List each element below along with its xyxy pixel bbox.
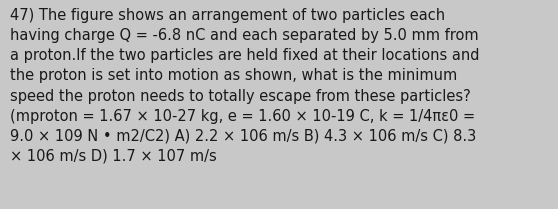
Text: 47) The figure shows an arrangement of two particles each
having charge Q = -6.8: 47) The figure shows an arrangement of t… <box>10 8 479 164</box>
